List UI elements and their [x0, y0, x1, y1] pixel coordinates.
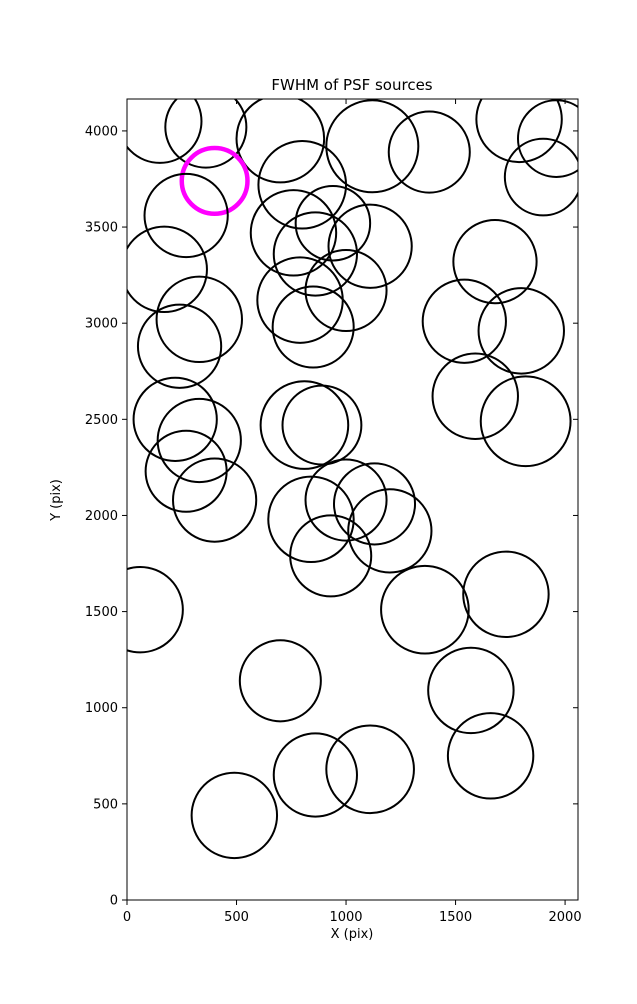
psf-circle [479, 375, 572, 468]
psf-circle [156, 397, 242, 484]
plot-area [127, 99, 578, 900]
psf-circle [144, 429, 228, 513]
psf-circle [143, 172, 229, 259]
x-tick-label: 1500 [439, 910, 472, 925]
psf-circle [332, 462, 417, 546]
psf-circle [325, 724, 415, 815]
psf-circle [238, 639, 322, 723]
axes-ticks-layer: 0 500 1000 1500 2000 0 500 1000 1500 2000 2500 3000… [85, 99, 582, 925]
y-tick-label: 3000 [85, 317, 118, 332]
highlighted-psf-circle [179, 145, 250, 217]
psf-circle [387, 110, 471, 194]
x-tick-label: 500 [224, 910, 249, 925]
psf-circle [235, 99, 326, 184]
y-axis-label: Y (pix) [49, 479, 64, 522]
psf-circle [155, 275, 243, 364]
psf-circle [503, 137, 578, 217]
psf-circle [267, 475, 355, 564]
psf-circle [281, 384, 363, 466]
psf-circle [421, 278, 507, 364]
psf-circle [294, 184, 372, 262]
y-tick-label: 2500 [85, 413, 118, 428]
psf-circle [272, 732, 358, 818]
y-tick-label: 4000 [85, 124, 118, 139]
psf-circle [172, 457, 258, 543]
psf-circle [190, 771, 279, 860]
x-tick-label: 0 [123, 910, 131, 925]
chart-title: FWHM of PSF sources [271, 76, 432, 94]
x-tick-label: 1000 [329, 910, 362, 925]
psf-circle [462, 550, 550, 638]
psf-circle [132, 376, 218, 462]
psf-circle [304, 248, 388, 333]
psf-circle [259, 380, 350, 470]
psf-circle [431, 352, 519, 440]
scatter-points-layer [127, 99, 578, 860]
psf-circle [249, 189, 338, 277]
y-tick-label: 1500 [85, 605, 118, 620]
psf-circle [327, 203, 413, 289]
y-tick-label: 0 [110, 894, 118, 909]
psf-circle [517, 99, 578, 178]
psf-circle [136, 303, 223, 389]
psf-circle [452, 219, 538, 305]
psf-circle [271, 285, 355, 369]
y-tick-label: 500 [93, 797, 118, 812]
psf-circle [446, 712, 535, 800]
psf-circle [475, 99, 563, 164]
psf-circle [289, 514, 373, 598]
y-tick-label: 2000 [85, 509, 118, 524]
psf-circle [272, 211, 358, 297]
psf-circle [127, 99, 203, 164]
y-tick-label: 1000 [85, 701, 118, 716]
psf-circle [325, 99, 420, 194]
y-tick-label: 3500 [85, 221, 118, 236]
psf-circle [127, 565, 184, 654]
psf-circle [380, 564, 470, 655]
psf-circle [427, 646, 515, 735]
psf-circle [347, 488, 433, 574]
psf-circle [164, 99, 248, 169]
psf-circle [477, 287, 565, 375]
psf-circle [127, 225, 208, 314]
x-tick-label: 2000 [549, 910, 582, 925]
axes-frame [126, 98, 579, 901]
x-axis-label: X (pix) [331, 927, 374, 942]
psf-circle [304, 458, 388, 542]
